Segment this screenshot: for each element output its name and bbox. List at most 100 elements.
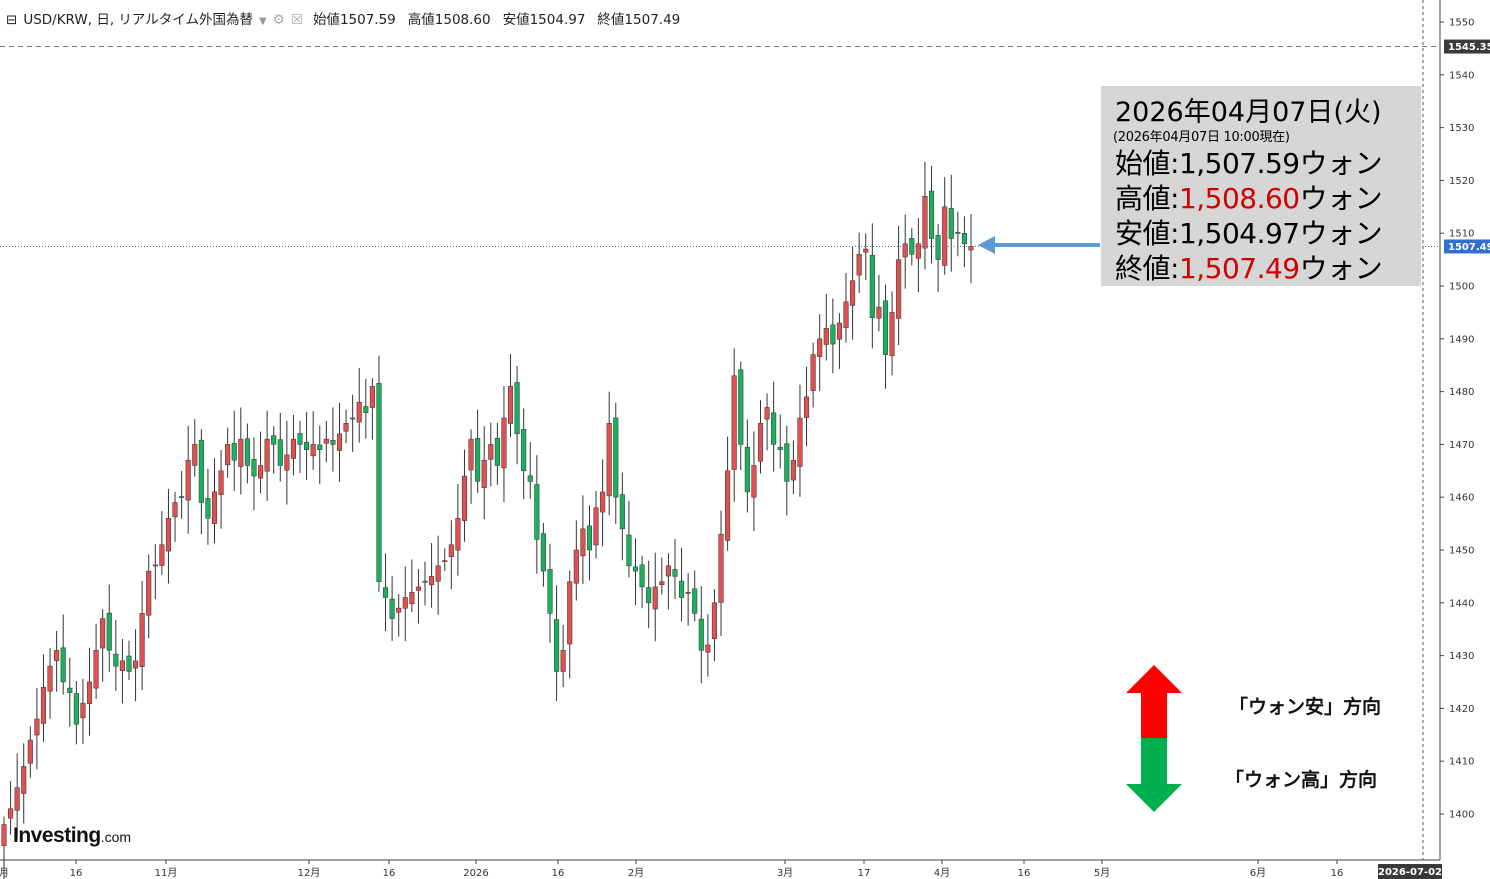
y-tick-label: 1430 [1449, 651, 1474, 662]
candle-body [698, 618, 704, 651]
x-tick-label: 17 [858, 868, 871, 879]
candle-body [744, 446, 750, 493]
candle-body [133, 660, 139, 669]
candle-body [731, 375, 737, 470]
candle-body [231, 442, 237, 461]
candle-body [600, 491, 606, 513]
info-close-label: 終値: [1115, 252, 1179, 285]
candle-body [429, 576, 435, 586]
candle-body [764, 407, 770, 420]
candle-body [593, 507, 599, 546]
candle-body [507, 386, 514, 424]
info-high-label: 高値: [1115, 182, 1179, 215]
candle-body [389, 598, 395, 619]
candle-body [685, 591, 691, 594]
candle-body [119, 660, 125, 672]
candle-body [402, 597, 408, 609]
candle-body [172, 502, 178, 518]
candle-body [356, 401, 362, 423]
investing-logo: Investing.com [13, 824, 131, 848]
dropdown-icon[interactable]: ▼ [259, 16, 267, 27]
low-label: 安値 [502, 12, 530, 28]
candle-body [323, 438, 329, 444]
candle-body [363, 406, 369, 413]
collapse-icon[interactable]: ⊟ [6, 12, 18, 28]
close-icon[interactable]: ☒ [290, 12, 303, 28]
candle-body [40, 687, 47, 724]
settings-icon[interactable]: ⚙ [272, 12, 285, 28]
info-low-row: 安値:1,504.97ウォン [1115, 212, 1383, 252]
y-tick-label: 1410 [1449, 757, 1474, 768]
candle-body [784, 443, 790, 482]
candle-body [751, 465, 757, 498]
candle-body [797, 417, 803, 467]
y-tick-label: 1480 [1449, 387, 1474, 398]
candle-body [494, 438, 500, 466]
x-tick-label: 16 [383, 868, 396, 879]
candle-body [573, 549, 579, 584]
candle-body [527, 475, 533, 482]
candle-body [922, 195, 928, 249]
candle-body [93, 650, 99, 689]
candle-body [47, 665, 53, 692]
candle-body [896, 259, 902, 319]
candle-body [382, 587, 389, 598]
info-open-label: 始値: [1115, 147, 1179, 180]
candle-body [225, 444, 231, 466]
candle-body [336, 433, 343, 451]
info-low-label: 安値: [1115, 217, 1179, 250]
candle-body [218, 470, 224, 495]
candle-body [350, 417, 356, 420]
info-close-row: 終値:1,507.49ウォン [1115, 247, 1383, 287]
candle-body [665, 565, 671, 577]
low-value: 1504.97 [529, 12, 586, 28]
candle-body [718, 533, 724, 603]
info-as-of: (2026年04月07日 10:00現在) [1113, 130, 1290, 145]
candle-body [915, 243, 921, 259]
candle-body [961, 233, 967, 245]
candle-body [442, 560, 448, 563]
candle-body [902, 243, 908, 258]
candle-body [488, 444, 494, 460]
candle-body [646, 587, 652, 604]
candles [1, 161, 974, 879]
candle-body [738, 369, 744, 445]
candle-body [876, 306, 882, 319]
candle-body [271, 435, 277, 445]
candle-body [692, 588, 698, 614]
candle-body [126, 655, 132, 672]
candle-body [942, 206, 948, 266]
candle-body [560, 650, 566, 672]
y-tick-label: 1440 [1449, 598, 1474, 609]
candle-body [67, 687, 73, 693]
candle-body [948, 208, 954, 239]
info-low-value: 1,504.97 [1178, 217, 1300, 250]
candle-body [468, 438, 474, 471]
high-label: 高値 [407, 12, 435, 28]
candle-body [850, 280, 856, 306]
candle-body [152, 564, 158, 567]
won-strong-label: 「ウォン高」方向 [1225, 769, 1378, 791]
candle-body [534, 484, 540, 540]
candle-body [343, 423, 349, 432]
open-label: 始値 [312, 12, 340, 28]
info-high-value: 1,508.60 [1178, 182, 1300, 215]
candle-body [21, 766, 27, 794]
candle-body [817, 338, 823, 357]
candle-body [113, 653, 119, 667]
candle-body [415, 586, 421, 591]
symbol-title: USD/KRW, 日, リアルタイム外国為替 [23, 12, 254, 28]
candle-body [830, 324, 836, 345]
candle-body [422, 580, 428, 583]
x-tick-label: 16 [1331, 868, 1344, 879]
y-tick-label: 1510 [1449, 229, 1474, 240]
x-tick-label: 2026 [463, 868, 488, 879]
candle-body [803, 396, 810, 418]
current-price-label: 1507.49 [1448, 242, 1490, 253]
candle-body [652, 586, 658, 610]
candle-body [297, 433, 303, 445]
x-tick-label: 5月 [1094, 867, 1110, 879]
y-tick-label: 1520 [1449, 176, 1474, 187]
won-strong-arrow [1126, 738, 1182, 812]
candle-body [514, 382, 520, 435]
